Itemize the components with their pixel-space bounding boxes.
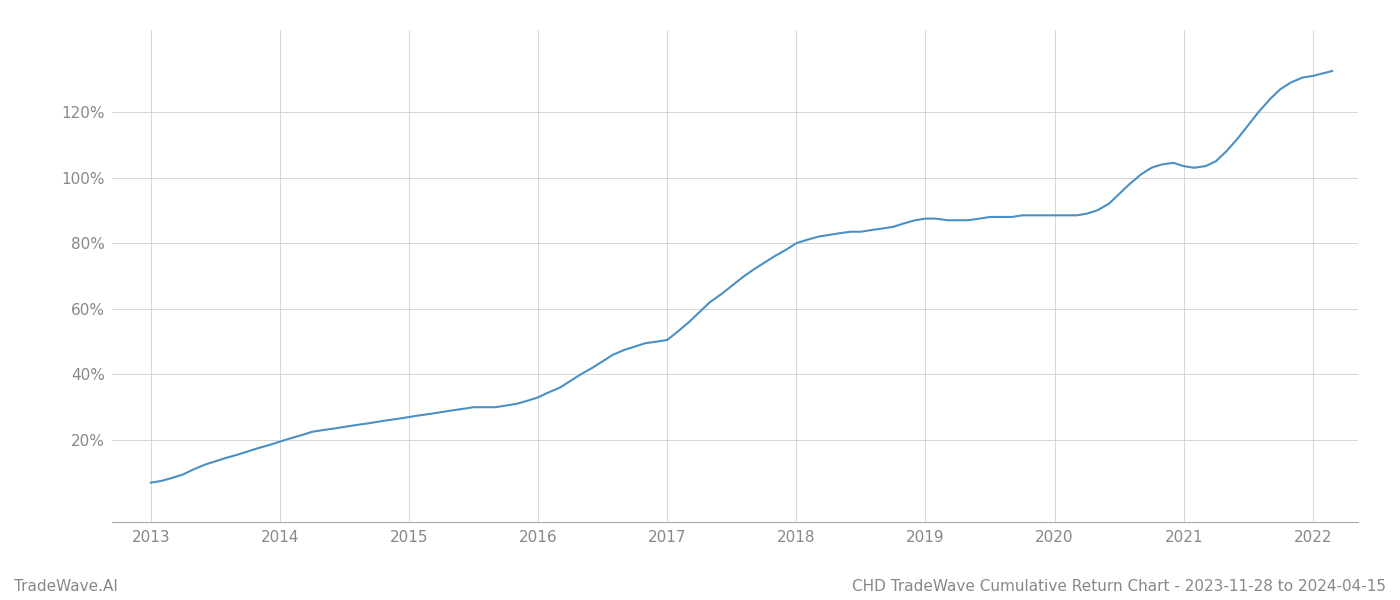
Text: TradeWave.AI: TradeWave.AI xyxy=(14,579,118,594)
Text: CHD TradeWave Cumulative Return Chart - 2023-11-28 to 2024-04-15: CHD TradeWave Cumulative Return Chart - … xyxy=(853,579,1386,594)
